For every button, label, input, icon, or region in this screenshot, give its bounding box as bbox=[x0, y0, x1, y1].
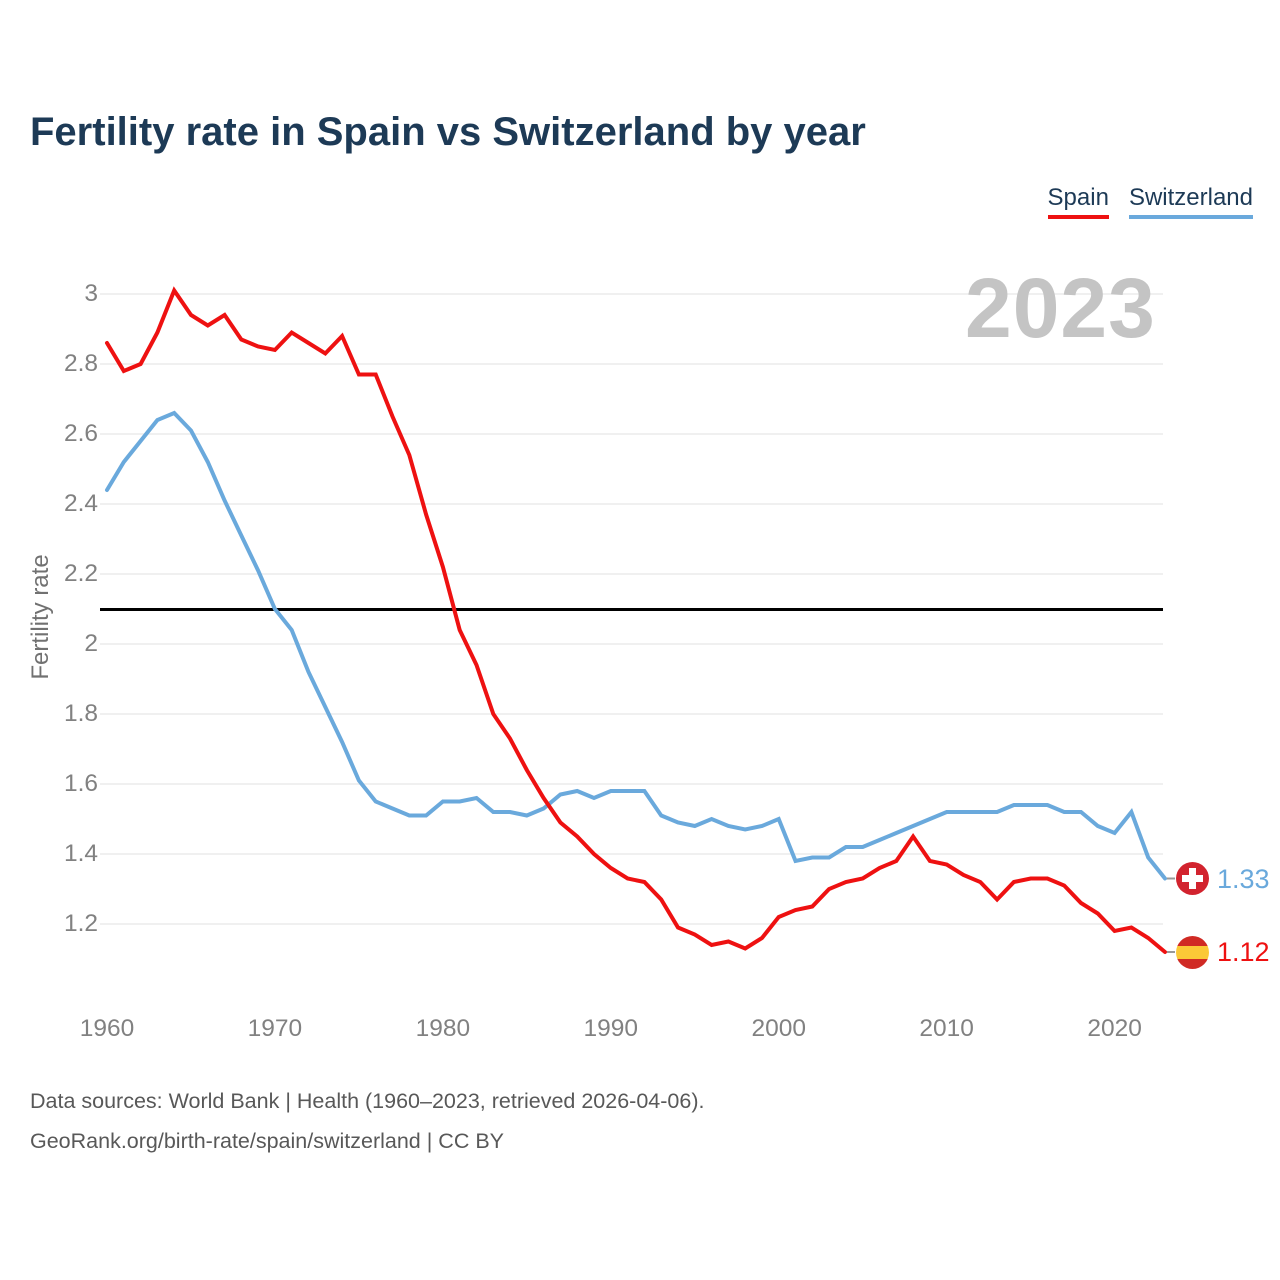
gridline bbox=[100, 363, 1163, 365]
y-tick-label: 1.2 bbox=[63, 910, 98, 937]
x-tick-label: 2000 bbox=[751, 1015, 806, 1042]
spain-end-value: 1.12 bbox=[1217, 937, 1270, 967]
y-tick-label: 1.8 bbox=[63, 700, 98, 727]
year-watermark: 2023 bbox=[965, 261, 1156, 355]
legend: Spain Switzerland bbox=[1047, 184, 1253, 219]
x-tick-label: 1980 bbox=[415, 1015, 471, 1042]
gridline bbox=[100, 433, 1163, 435]
y-tick-label: 2.6 bbox=[63, 420, 98, 447]
y-tick-label: 2.4 bbox=[63, 490, 98, 517]
spain-flag-icon bbox=[1176, 935, 1209, 969]
legend-item-spain[interactable]: Spain bbox=[1047, 184, 1109, 219]
y-tick-label: 2.8 bbox=[63, 350, 98, 377]
y-tick-label: 3 bbox=[84, 280, 98, 307]
gridline bbox=[100, 643, 1163, 645]
gridline bbox=[100, 573, 1163, 575]
switzerland-line bbox=[105, 410, 1167, 881]
spain-flag-bottom-band bbox=[1176, 958, 1209, 969]
x-tick-label: 1970 bbox=[247, 1015, 303, 1042]
switzerland-flag-icon bbox=[1176, 862, 1209, 895]
gridline bbox=[100, 293, 1163, 295]
gridline bbox=[100, 713, 1163, 715]
spain-flag-middle-band bbox=[1176, 945, 1209, 959]
switzerland-end-value: 1.33 bbox=[1217, 863, 1270, 894]
y-tick-label: 1.4 bbox=[63, 840, 98, 867]
gridline bbox=[100, 923, 1163, 925]
x-tick-label: 1960 bbox=[79, 1015, 135, 1042]
x-tick-label: 2010 bbox=[919, 1015, 974, 1042]
y-tick-label: 1.6 bbox=[63, 770, 98, 797]
footer-attribution-line: GeoRank.org/birth-rate/spain/switzerland… bbox=[30, 1128, 505, 1153]
plot-lines bbox=[105, 286, 1175, 954]
footer-sources-line: Data sources: World Bank | Health (1960–… bbox=[30, 1089, 705, 1113]
gridline bbox=[100, 853, 1163, 855]
page-title: Fertility rate in Spain vs Switzerland b… bbox=[30, 110, 866, 154]
replacement-level-line bbox=[100, 607, 1163, 611]
footer: Data sources: World Bank | Health (1960–… bbox=[30, 1082, 704, 1161]
y-tick-label: 2.2 bbox=[63, 560, 98, 587]
y-tick-label: 2 bbox=[84, 630, 98, 657]
gridline bbox=[100, 503, 1163, 505]
fertility-chart: 2023 Fertility rate 3 2.8 2.6 2.4 2.2 2 1.8 1.6… bbox=[27, 261, 1270, 1042]
x-tick-label: 2020 bbox=[1087, 1015, 1142, 1042]
gridline bbox=[100, 783, 1163, 785]
x-tick-label: 1990 bbox=[583, 1015, 639, 1042]
legend-item-switzerland[interactable]: Switzerland bbox=[1128, 184, 1253, 219]
spain-flag-top-band bbox=[1176, 935, 1209, 946]
spain-line bbox=[105, 286, 1167, 954]
swiss-cross-horizontal bbox=[1182, 875, 1203, 882]
